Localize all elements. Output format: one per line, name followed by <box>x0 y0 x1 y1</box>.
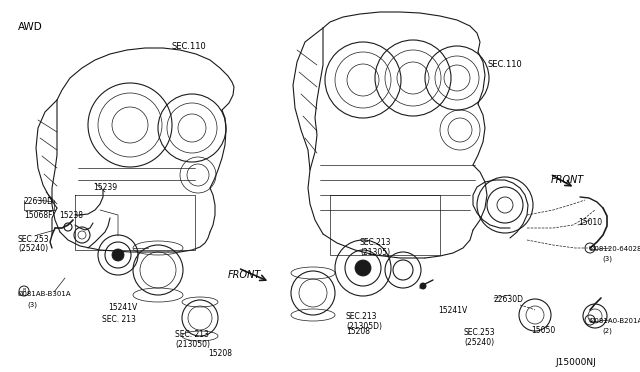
Text: Ø081AB-B301A: Ø081AB-B301A <box>18 291 72 297</box>
Text: (21305D): (21305D) <box>346 322 382 331</box>
Text: (21305): (21305) <box>360 248 390 257</box>
Text: AWD: AWD <box>18 22 43 32</box>
Text: B: B <box>588 246 592 250</box>
Text: SEC.213: SEC.213 <box>360 238 392 247</box>
Text: 15238: 15238 <box>59 211 83 220</box>
Text: SEC. 213: SEC. 213 <box>102 315 136 324</box>
Text: SEC.110: SEC.110 <box>172 42 207 51</box>
Text: 15208: 15208 <box>346 327 370 336</box>
Text: FRONT: FRONT <box>228 270 261 280</box>
Text: FRONT: FRONT <box>551 175 584 185</box>
Text: 22630D: 22630D <box>24 197 54 206</box>
Text: SEC.110: SEC.110 <box>488 60 523 69</box>
Text: 15241V: 15241V <box>108 303 137 312</box>
Text: B: B <box>588 317 592 323</box>
Text: SEC.253: SEC.253 <box>18 235 50 244</box>
Text: SEC.213: SEC.213 <box>346 312 378 321</box>
Text: 15241V: 15241V <box>438 306 467 315</box>
Text: SEC. 213: SEC. 213 <box>175 330 209 339</box>
Text: (2): (2) <box>602 328 612 334</box>
Text: (25240): (25240) <box>464 338 494 347</box>
Circle shape <box>355 260 371 276</box>
Text: 15010: 15010 <box>578 218 602 227</box>
Text: SEC.253: SEC.253 <box>464 328 495 337</box>
Text: (25240): (25240) <box>18 244 48 253</box>
Text: (3): (3) <box>602 256 612 263</box>
Text: 15208: 15208 <box>208 349 232 358</box>
Text: 15068F: 15068F <box>24 211 52 220</box>
Text: Ø081A0-B201A: Ø081A0-B201A <box>590 318 640 324</box>
Text: J15000NJ: J15000NJ <box>555 358 596 367</box>
Text: 15239: 15239 <box>93 183 117 192</box>
Circle shape <box>112 249 124 261</box>
Text: (3): (3) <box>27 301 37 308</box>
Text: B: B <box>22 289 26 294</box>
Text: (213050): (213050) <box>175 340 210 349</box>
Circle shape <box>420 283 426 289</box>
Text: Ø08120-64028: Ø08120-64028 <box>590 246 640 252</box>
Text: 15050: 15050 <box>531 326 556 335</box>
Text: 22630D: 22630D <box>494 295 524 304</box>
